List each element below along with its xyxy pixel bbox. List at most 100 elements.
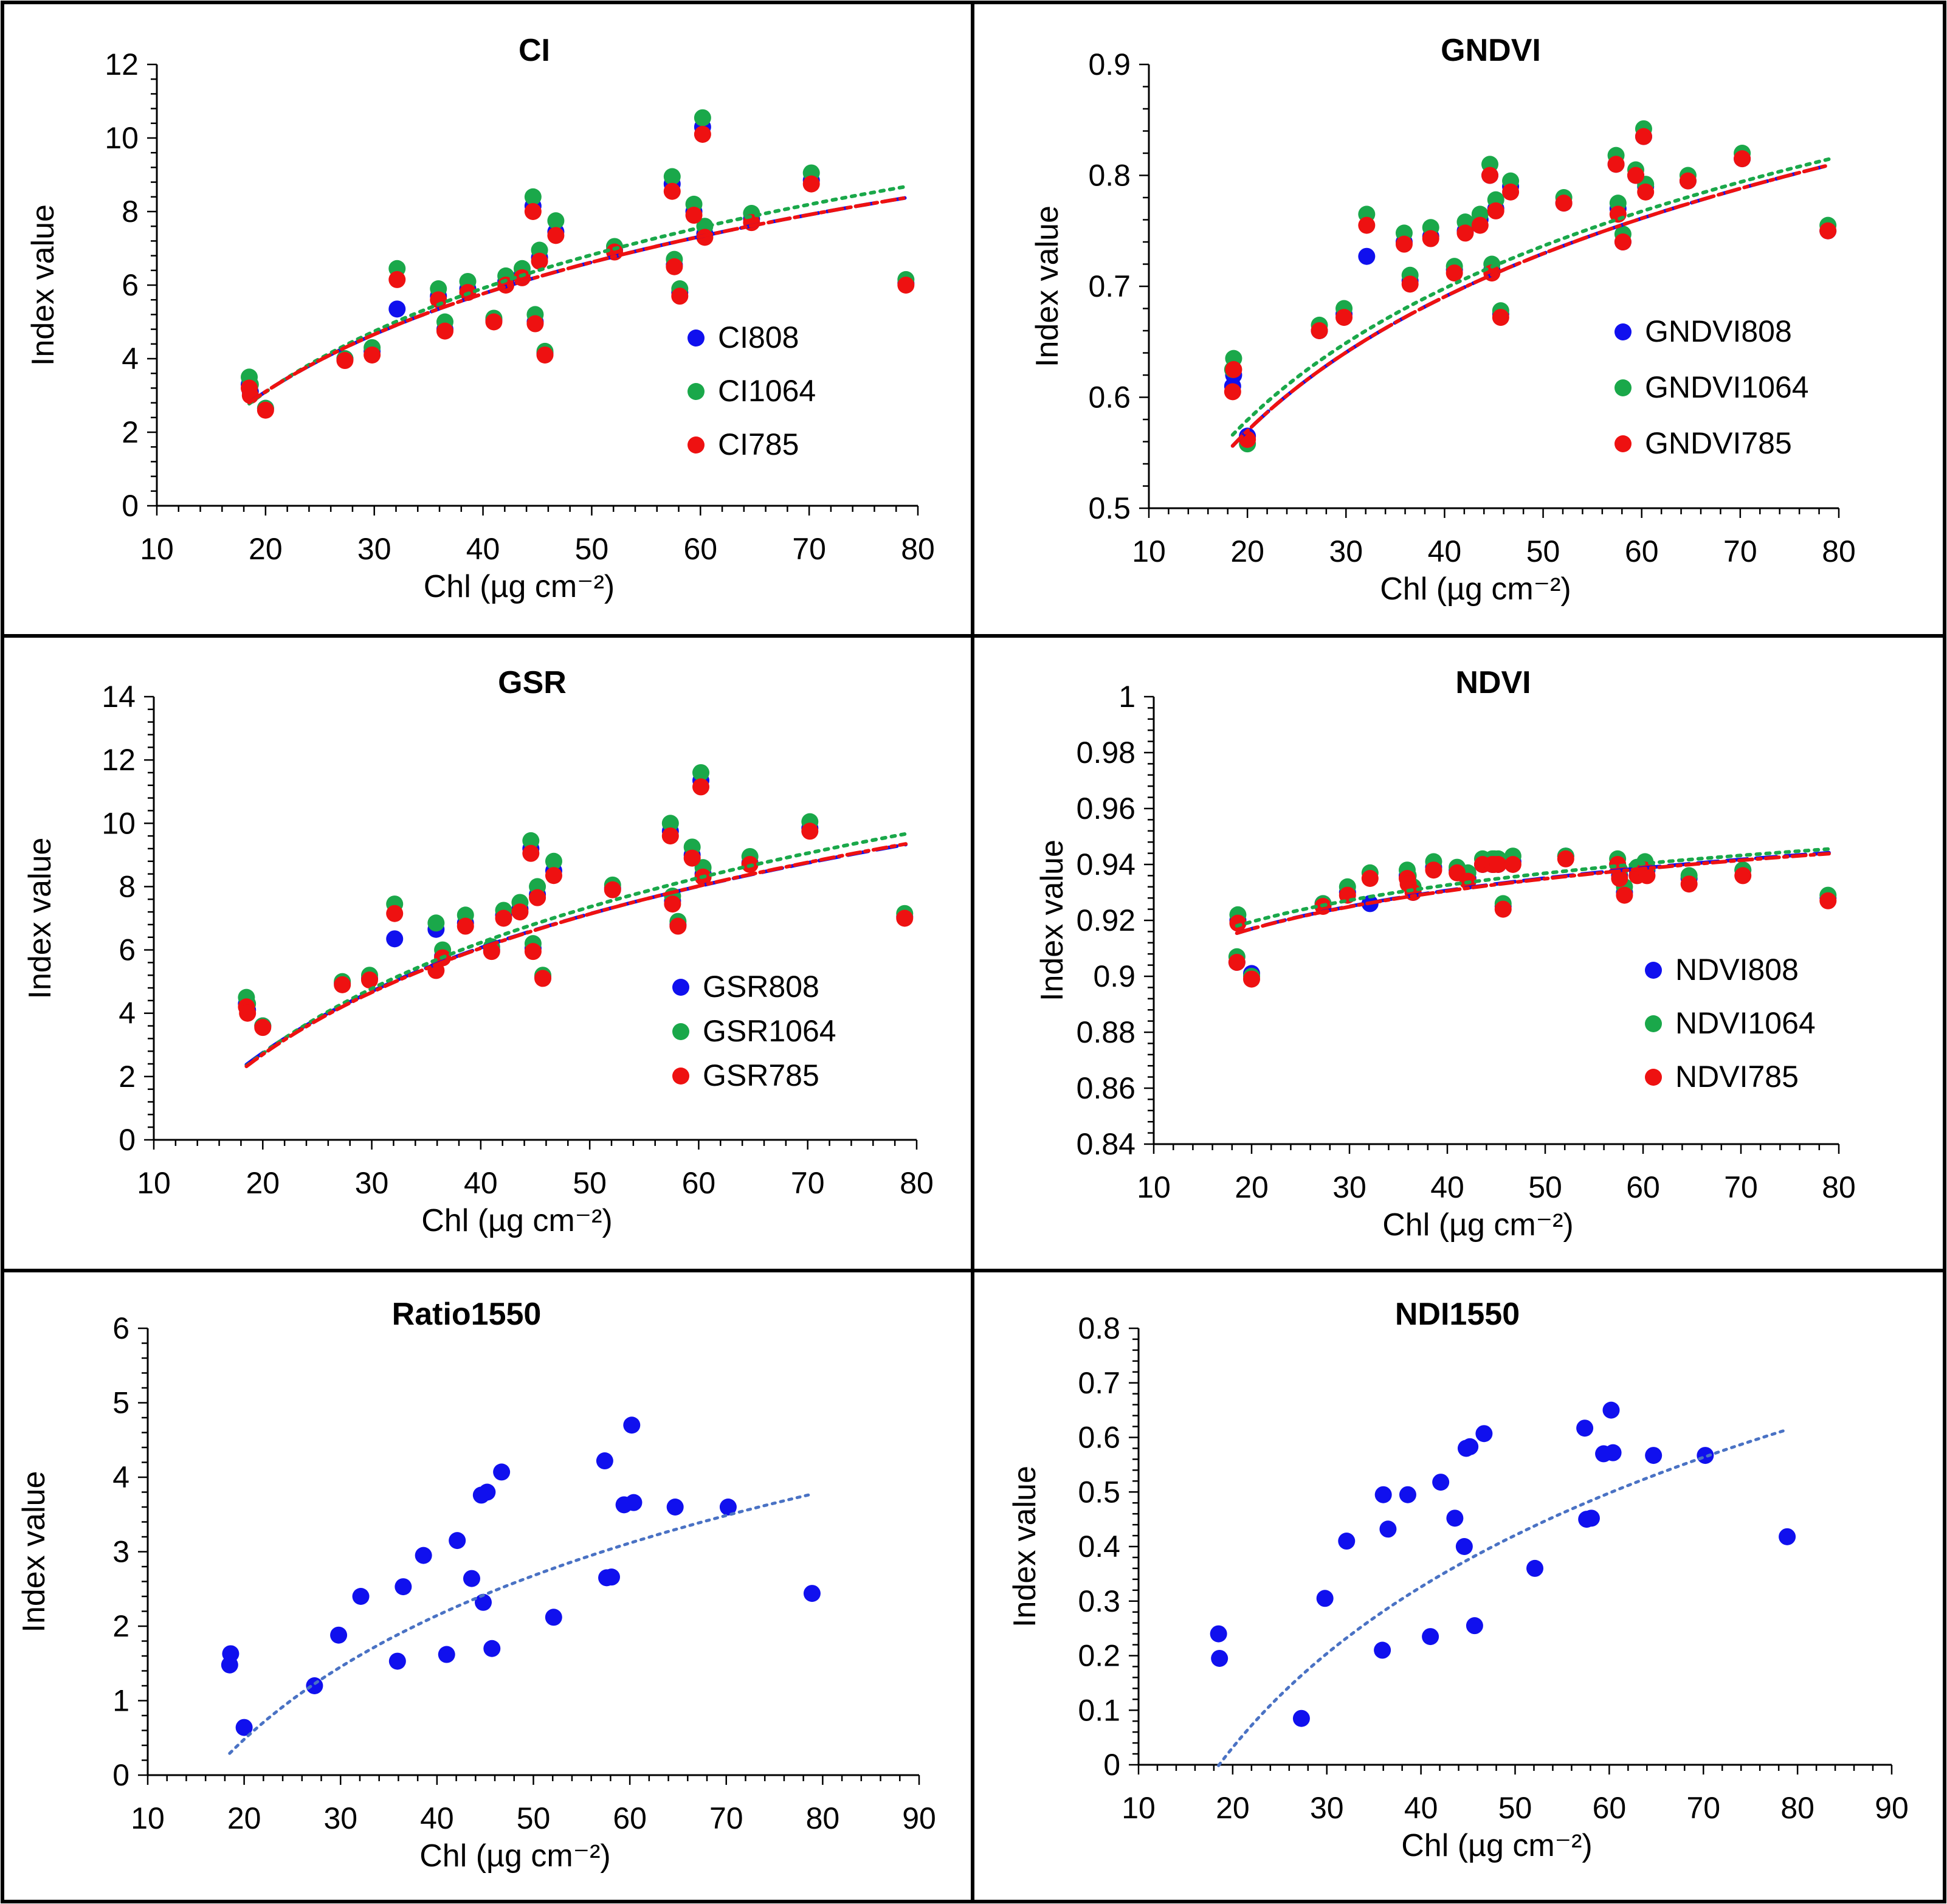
data-point-ratio1550 bbox=[438, 1646, 455, 1663]
data-point-ndi1550 bbox=[1576, 1419, 1594, 1437]
data-point-ndvi785 bbox=[1611, 870, 1628, 887]
x-tick-label: 10 bbox=[131, 1801, 165, 1835]
data-point-ndi1550 bbox=[1526, 1559, 1544, 1577]
y-tick-label: 0.96 bbox=[1077, 792, 1135, 826]
y-tick-label: 0.84 bbox=[1077, 1127, 1135, 1161]
trend-line-ratio1550 bbox=[228, 1492, 815, 1755]
data-point-ci785 bbox=[524, 203, 542, 220]
data-point-ci808 bbox=[388, 300, 406, 318]
data-point-gndvi785 bbox=[1335, 309, 1353, 326]
panel-ratio1550: Ratio1550 10 20 30 40 50 60 70 80 90 0 1 2 3 4 5 6 Chl (µ… bbox=[16, 1297, 936, 1874]
data-point-gndvi785 bbox=[1422, 230, 1439, 247]
legend-label: CI1064 bbox=[718, 374, 816, 408]
legend-label: GSR785 bbox=[703, 1058, 819, 1092]
legend-marker bbox=[687, 383, 705, 400]
data-point-gndvi785 bbox=[1224, 383, 1241, 401]
x-tick-label: 70 bbox=[1724, 1170, 1758, 1204]
data-point-ndi1550 bbox=[1446, 1509, 1464, 1527]
trend-line-ndi1550 bbox=[1217, 1427, 1790, 1767]
data-point-ci785 bbox=[536, 346, 554, 364]
data-point-gsr785 bbox=[801, 823, 819, 840]
data-point-ci785 bbox=[436, 322, 453, 340]
x-axis-label: Chl (µg cm⁻²) bbox=[1382, 1207, 1574, 1243]
data-point-gndvi785 bbox=[1395, 235, 1413, 253]
x-tick-label: 10 bbox=[140, 532, 174, 566]
panel-ndvi: NDVI 10 20 30 40 50 60 70 80 0.84 0.86 0.88 0.9 0.92 0… bbox=[1035, 665, 1856, 1243]
data-point-gsr785 bbox=[457, 917, 474, 935]
data-point-gsr785 bbox=[669, 917, 687, 935]
y-tick-label: 0.4 bbox=[1078, 1530, 1120, 1564]
y-tick-label: 1 bbox=[112, 1684, 129, 1718]
x-tick-label: 80 bbox=[1822, 1170, 1856, 1204]
y-tick-label: 0.94 bbox=[1077, 847, 1135, 881]
data-point-gndvi785 bbox=[1487, 202, 1504, 219]
x-tick-label: 80 bbox=[1780, 1791, 1814, 1825]
x-axis-label: Chl (µg cm⁻²) bbox=[1380, 571, 1571, 607]
x-tick-label: 50 bbox=[573, 1166, 607, 1200]
x-tick-label: 60 bbox=[682, 1166, 716, 1200]
data-point-ci785 bbox=[666, 258, 683, 275]
data-point-gndvi808 bbox=[1358, 247, 1376, 265]
y-tick-label: 6 bbox=[112, 1311, 129, 1345]
legend-label: CI785 bbox=[718, 427, 799, 461]
data-point-ci1064 bbox=[663, 168, 681, 185]
data-point-ci785 bbox=[547, 227, 565, 244]
data-point-ci785 bbox=[685, 207, 703, 224]
x-tick-label: 30 bbox=[1332, 1170, 1366, 1204]
y-tick-label: 0.8 bbox=[1078, 1311, 1120, 1345]
y-tick-label: 6 bbox=[119, 933, 136, 967]
x-tick-label: 10 bbox=[137, 1166, 171, 1200]
data-point-ndi1550 bbox=[1604, 1444, 1622, 1461]
data-point-gsr785 bbox=[664, 895, 681, 913]
x-tick-label: 60 bbox=[613, 1801, 647, 1835]
data-point-gsr785 bbox=[511, 903, 529, 921]
y-tick-label: 10 bbox=[102, 806, 136, 840]
y-tick-label: 12 bbox=[102, 743, 136, 777]
data-point-gsr785 bbox=[529, 889, 546, 906]
data-point-gndvi785 bbox=[1311, 322, 1328, 339]
data-point-ndvi785 bbox=[1616, 886, 1633, 904]
data-point-ratio1550 bbox=[463, 1570, 480, 1587]
data-point-ndi1550 bbox=[1374, 1641, 1391, 1659]
trend-line-gsr1064 bbox=[244, 832, 908, 1068]
data-point-ratio1550 bbox=[483, 1640, 501, 1657]
data-point-ndi1550 bbox=[1374, 1486, 1392, 1503]
data-point-gndvi785 bbox=[1401, 275, 1419, 293]
data-point-gndvi785 bbox=[1637, 183, 1655, 201]
data-point-gsr808 bbox=[386, 930, 404, 948]
data-point-gsr785 bbox=[604, 881, 621, 899]
data-point-ndi1550 bbox=[1602, 1401, 1620, 1419]
data-point-ci785 bbox=[388, 271, 406, 288]
y-tick-label: 5 bbox=[112, 1386, 129, 1420]
y-tick-label: 2 bbox=[122, 415, 139, 449]
x-tick-label: 40 bbox=[1404, 1791, 1438, 1825]
data-point-ci785 bbox=[694, 125, 711, 143]
data-point-ndi1550 bbox=[1292, 1709, 1310, 1727]
legend-marker bbox=[1645, 962, 1662, 979]
data-point-ndi1550 bbox=[1475, 1425, 1493, 1443]
data-point-gndvi785 bbox=[1492, 309, 1509, 326]
data-point-ci785 bbox=[364, 346, 381, 364]
trend-line-gsr785 bbox=[244, 842, 908, 1069]
x-tick-label: 20 bbox=[1230, 534, 1264, 568]
y-tick-label: 2 bbox=[112, 1609, 129, 1643]
data-point-gsr785 bbox=[522, 844, 540, 862]
data-point-gndvi785 bbox=[1555, 195, 1573, 212]
x-tick-label: 70 bbox=[709, 1801, 743, 1835]
chart-title: NDI1550 bbox=[1395, 1297, 1520, 1332]
y-tick-label: 4 bbox=[112, 1460, 129, 1494]
data-point-ci785 bbox=[336, 352, 354, 370]
legend-marker bbox=[1645, 1015, 1662, 1032]
y-axis-label: Index value bbox=[22, 838, 58, 999]
y-tick-label: 0.86 bbox=[1077, 1071, 1135, 1105]
data-point-gndvi785 bbox=[1502, 183, 1520, 201]
x-axis-label: Chl (µg cm⁻²) bbox=[1401, 1828, 1593, 1863]
data-point-gndvi785 bbox=[1734, 150, 1751, 168]
y-tick-label: 8 bbox=[122, 195, 139, 229]
data-point-ci785 bbox=[526, 315, 544, 333]
y-tick-label: 0 bbox=[1103, 1748, 1120, 1782]
data-point-gsr785 bbox=[692, 778, 710, 796]
x-tick-label: 80 bbox=[806, 1801, 840, 1835]
